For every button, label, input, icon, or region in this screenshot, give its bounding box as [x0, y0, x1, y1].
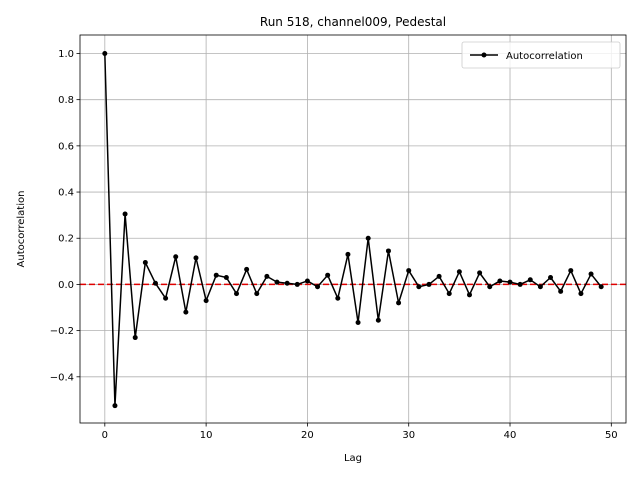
data-point — [122, 211, 128, 217]
x-tick-label: 30 — [402, 430, 415, 441]
data-point — [527, 277, 533, 283]
data-point — [578, 291, 584, 297]
y-axis-label: Autocorrelation — [16, 191, 27, 268]
data-point — [264, 273, 270, 279]
data-point — [497, 278, 503, 284]
chart-title: Run 518, channel009, Pedestal — [260, 15, 446, 29]
data-point — [112, 403, 118, 409]
data-point — [284, 280, 290, 286]
x-tick-label: 50 — [605, 430, 618, 441]
data-point — [477, 270, 483, 276]
data-point — [325, 272, 331, 278]
data-point — [274, 279, 280, 285]
data-point — [487, 284, 493, 290]
data-point — [598, 284, 604, 290]
axis-ticks: 0 10 20 30 40 50 −0.4 −0.2 0.0 0.2 0.4 0.6 0.8 1.0 — [50, 49, 618, 441]
data-point — [355, 320, 361, 326]
y-tick-label: 0.4 — [58, 188, 74, 199]
data-point — [244, 266, 250, 272]
data-point — [548, 275, 554, 280]
data-point — [375, 317, 381, 323]
data-point — [152, 280, 158, 286]
data-point — [304, 278, 310, 284]
x-tick-label: 20 — [301, 430, 314, 441]
data-point — [183, 309, 189, 315]
legend-entry-label: Autocorrelation — [506, 51, 583, 62]
data-point — [517, 281, 523, 287]
data-point — [335, 295, 341, 301]
legend-box — [461, 41, 621, 69]
y-tick-label: 0.2 — [58, 234, 74, 245]
data-point — [173, 254, 179, 260]
y-tick-label: 0.0 — [58, 280, 74, 291]
x-tick-label: 10 — [200, 430, 213, 441]
data-point — [142, 259, 148, 265]
plot-frame — [79, 34, 627, 424]
x-axis-label: Lag — [344, 453, 362, 464]
data-point — [254, 291, 260, 297]
data-point — [406, 268, 412, 274]
y-tick-label: 0.8 — [58, 95, 74, 106]
x-tick-label: 40 — [504, 430, 517, 441]
data-point — [416, 284, 422, 290]
data-point — [456, 269, 462, 275]
y-tick-label: 0.6 — [58, 141, 74, 152]
legend: Autocorrelation — [461, 41, 621, 69]
y-tick-label: −0.2 — [50, 326, 74, 337]
series-layer — [102, 50, 604, 409]
y-tick-label: 1.0 — [58, 49, 74, 60]
data-point — [365, 235, 371, 241]
data-point — [385, 248, 391, 254]
data-point — [163, 295, 169, 301]
data-point — [203, 298, 209, 304]
data-point — [193, 255, 199, 261]
data-point — [294, 281, 300, 287]
data-point — [436, 273, 442, 279]
data-point — [426, 281, 432, 287]
data-point — [213, 272, 219, 278]
data-point — [102, 50, 108, 56]
data-point — [315, 284, 321, 290]
data-point — [132, 335, 138, 341]
data-point — [446, 291, 452, 297]
y-tick-label: −0.4 — [50, 372, 74, 383]
data-point — [588, 271, 594, 277]
data-point — [234, 291, 240, 297]
x-tick-label: 0 — [102, 430, 108, 441]
data-point — [568, 268, 574, 274]
data-point — [345, 251, 351, 257]
data-point — [223, 275, 229, 280]
data-point — [507, 279, 513, 285]
data-point — [466, 292, 472, 298]
legend-marker — [481, 52, 487, 58]
data-point — [558, 288, 564, 294]
data-point — [396, 300, 402, 306]
data-point — [537, 284, 543, 290]
